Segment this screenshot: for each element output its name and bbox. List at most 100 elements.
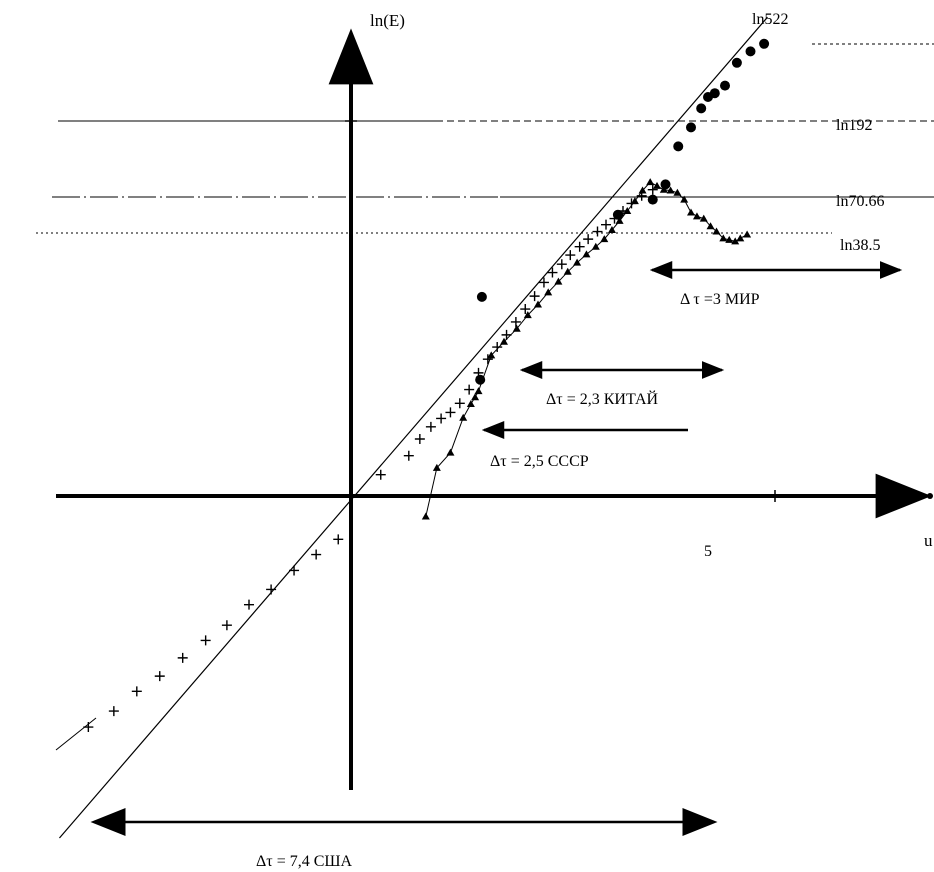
point-triangle (591, 242, 600, 250)
level-label-192: ln192 (836, 117, 872, 134)
point-triangle (573, 258, 582, 266)
point-circle (709, 88, 720, 99)
point-plus (529, 291, 540, 302)
point-circle (759, 38, 770, 49)
point-plus (556, 259, 567, 270)
annotation-label-ussr: Δτ = 2,5 СССР (490, 453, 589, 470)
point-triangle (471, 393, 480, 401)
point-triangle (666, 186, 675, 194)
point-triangle (554, 277, 563, 285)
point-triangle (687, 208, 695, 216)
point-triangle (673, 188, 682, 196)
point-triangle (446, 448, 455, 456)
annotation-label-mir: Δ τ =3 МИР (680, 291, 760, 308)
annotation-label-usa: Δτ = 7,4 США (256, 853, 353, 870)
point-circle (696, 103, 707, 114)
point-triangle (736, 234, 745, 242)
level-label-38: ln38.5 (840, 237, 880, 254)
point-plus (200, 635, 211, 646)
point-circle (475, 374, 486, 385)
level-label-70: ln70.66 (836, 193, 884, 210)
point-plus (565, 250, 576, 261)
fit-line (58, 16, 768, 839)
point-plus (583, 234, 594, 245)
point-triangle (706, 222, 715, 230)
point-triangle (600, 235, 609, 243)
point-plus (520, 304, 531, 315)
point-triangle (680, 195, 689, 203)
point-plus (445, 407, 456, 418)
point-plus (289, 565, 300, 576)
point-triangle (623, 207, 632, 214)
point-triangle (615, 216, 624, 224)
point-plus (244, 599, 254, 610)
point-circle (660, 179, 671, 190)
point-triangle (459, 413, 468, 421)
point-plus (482, 354, 493, 365)
fit-line-layer (58, 16, 768, 839)
point-plus (425, 421, 436, 432)
point-plus (311, 549, 322, 560)
point-circle (647, 194, 658, 205)
point-triangle (719, 234, 728, 242)
point-triangle (659, 185, 668, 193)
point-circle (745, 46, 756, 57)
point-circle (476, 291, 487, 302)
point-plus (403, 450, 414, 461)
x-axis-label: u (924, 531, 933, 550)
level-label-522: ln522 (752, 11, 788, 28)
point-circle (673, 141, 684, 152)
level-lines (36, 43, 934, 234)
point-plus (601, 219, 611, 230)
point-triangle (630, 197, 639, 205)
point-circle (731, 57, 742, 68)
point-plus (574, 241, 585, 252)
point-plus (375, 469, 386, 480)
point-triangle (563, 267, 572, 275)
x-tick-label: 5 (704, 543, 712, 560)
point-plus (592, 226, 603, 237)
point-plus (547, 267, 558, 278)
series-plus (83, 184, 658, 733)
annotation-usa: Δτ = 7,4 США (90, 808, 718, 870)
series-layer (83, 38, 770, 733)
point-plus (108, 706, 119, 717)
x-axis-end-dot (927, 493, 933, 499)
point-triangle (699, 214, 708, 222)
point-plus (454, 398, 465, 409)
point-triangle (653, 181, 661, 189)
point-plus (501, 329, 512, 340)
point-plus (154, 671, 165, 682)
point-circle (720, 80, 730, 91)
annotation-ussr: Δτ = 2,5 СССР (481, 421, 688, 470)
point-plus (414, 434, 425, 444)
point-triangle (743, 230, 752, 238)
point-triangle (712, 227, 721, 235)
double-tick-mark (55, 717, 97, 751)
point-triangle (731, 237, 740, 245)
point-triangle (432, 463, 441, 471)
annotation-mir: Δ τ =3 МИР (649, 261, 903, 308)
point-circle (686, 122, 696, 133)
point-plus (436, 413, 447, 424)
point-triangle (607, 226, 616, 233)
point-plus (647, 184, 658, 195)
point-plus (333, 534, 344, 545)
point-triangle (421, 512, 430, 520)
point-triangle (534, 300, 542, 308)
series-triangle-path (425, 181, 748, 517)
point-plus (266, 584, 277, 595)
point-triangle (646, 178, 655, 186)
point-triangle (487, 351, 496, 359)
annotation-label-china: Δτ = 2,3 КИТАЙ (546, 389, 659, 408)
axes (56, 28, 933, 790)
point-triangle (544, 288, 553, 296)
annotation-china: Δτ = 2,3 КИТАЙ (519, 361, 725, 408)
point-circle (612, 209, 623, 220)
point-triangle (692, 212, 701, 220)
point-triangle (466, 400, 475, 408)
point-plus (464, 384, 475, 395)
point-plus (538, 277, 549, 288)
point-triangle (582, 250, 591, 258)
point-plus (510, 316, 521, 327)
